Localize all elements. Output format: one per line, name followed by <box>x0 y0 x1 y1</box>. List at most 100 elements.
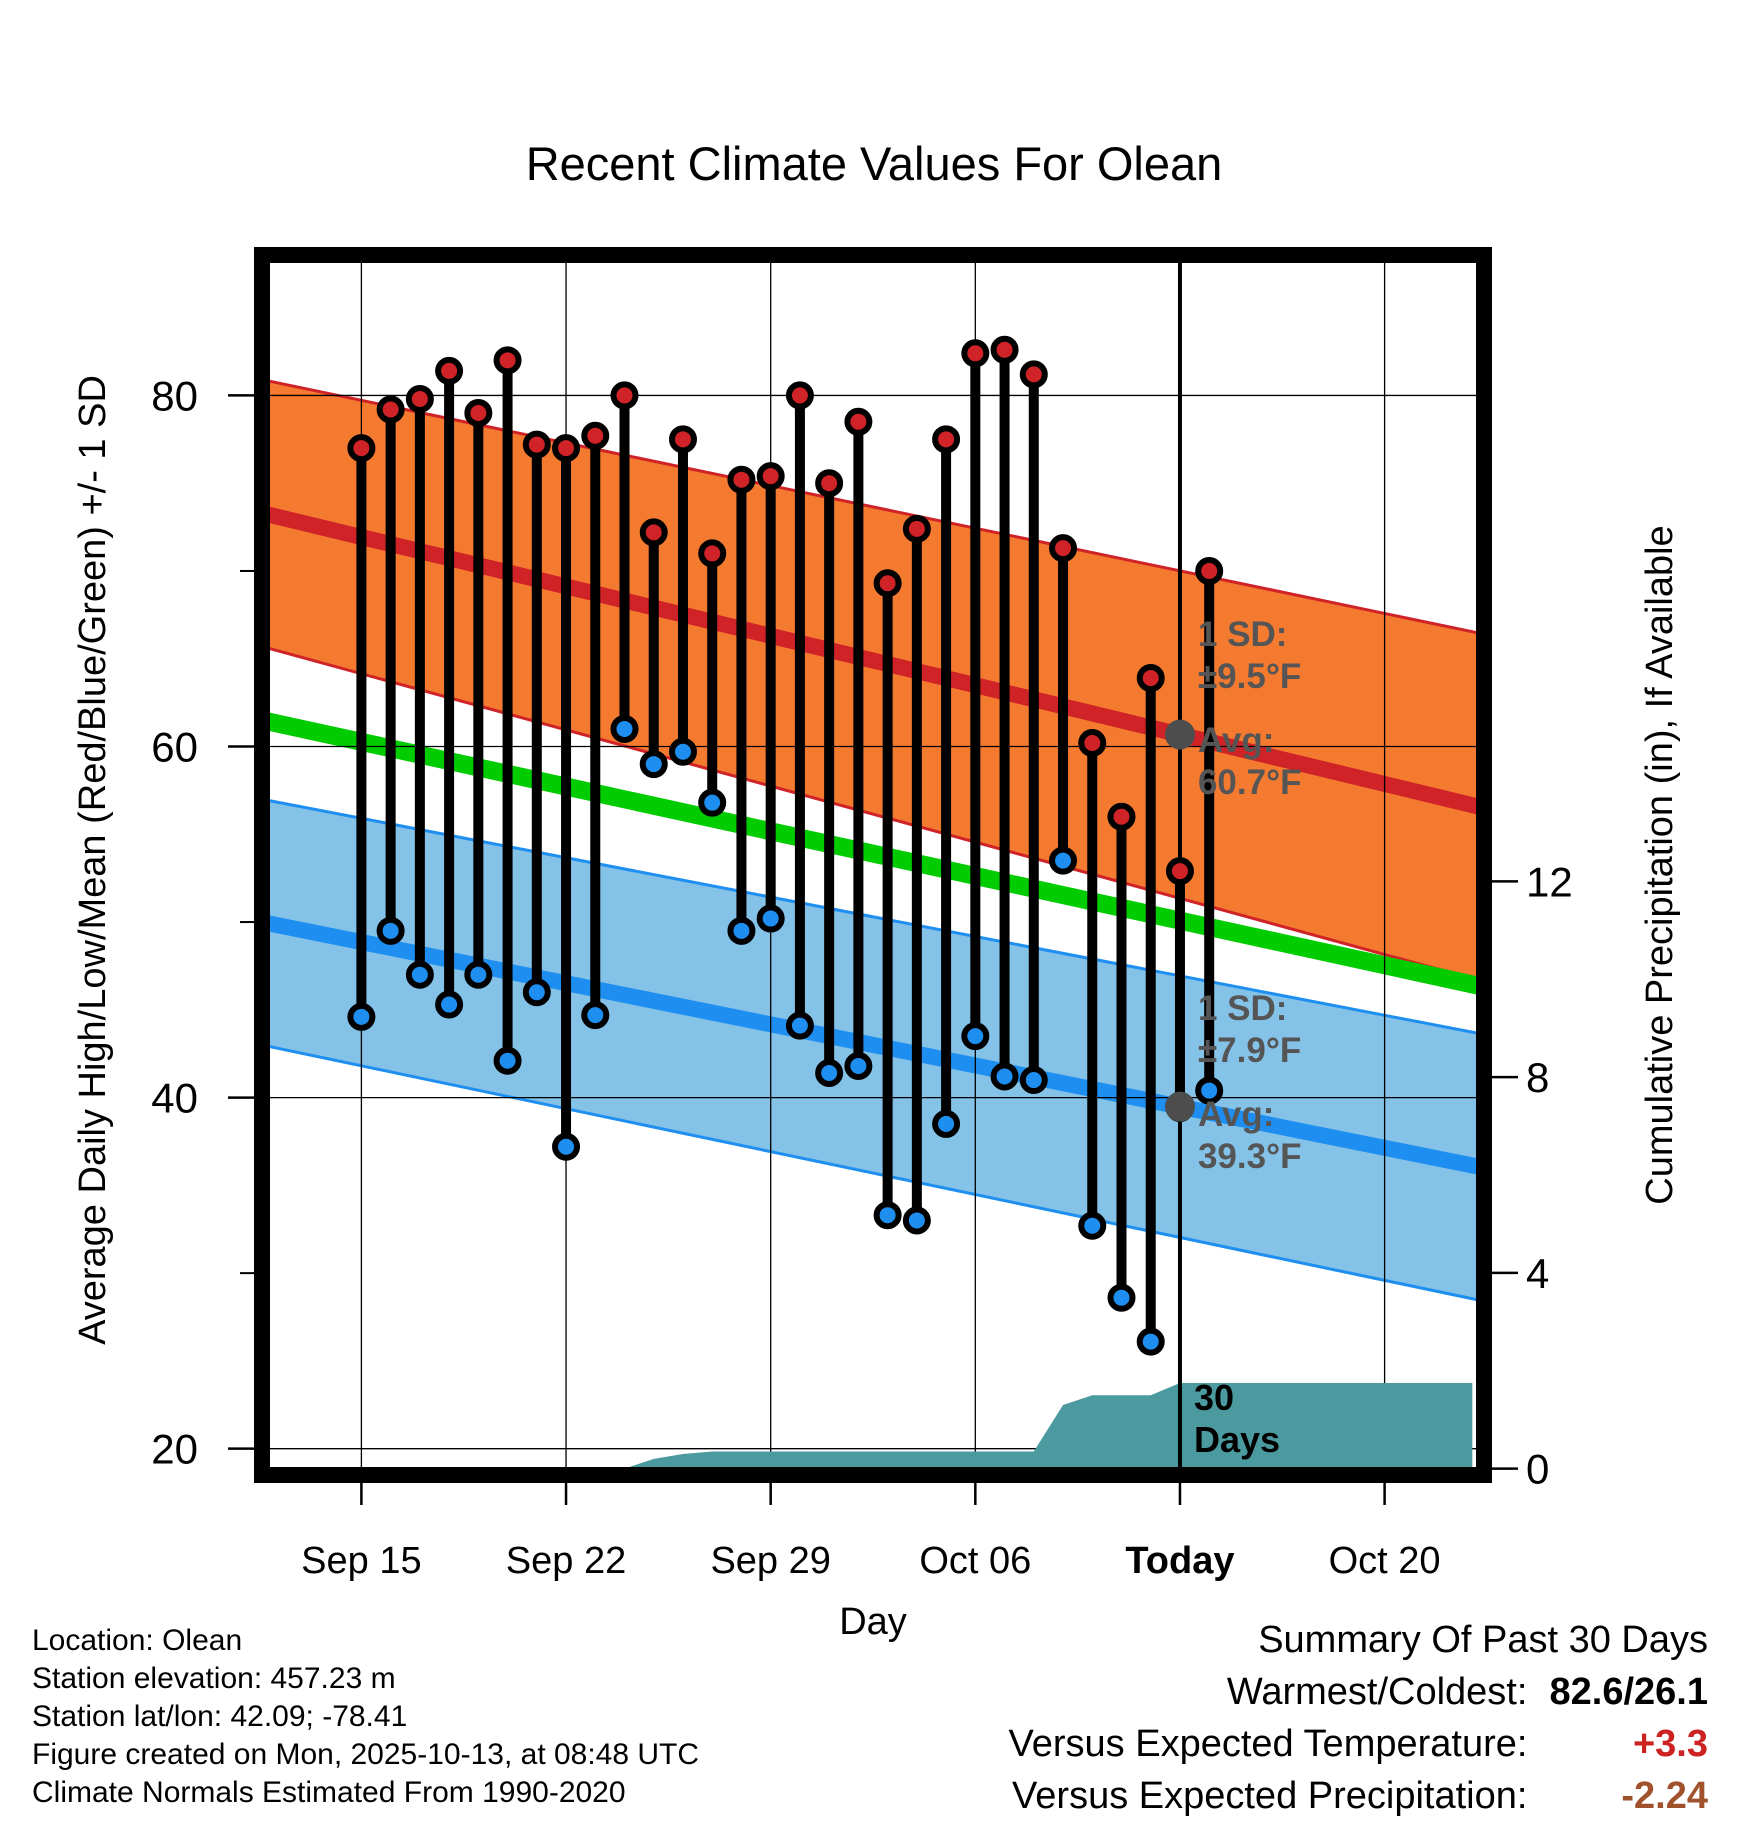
warmest-coldest-value: 82.6/26.1 <box>1549 1671 1708 1713</box>
high-point <box>932 425 961 454</box>
low-point <box>844 1051 873 1080</box>
low-point <box>785 1011 814 1040</box>
high-point <box>990 335 1019 364</box>
station-latlon: Station lat/lon: 42.09; -78.41 <box>32 1700 408 1733</box>
high-point <box>1078 729 1107 757</box>
temp-value: +3.3 <box>1632 1723 1708 1765</box>
y-axis-title: Average Daily High/Low/Mean (Red/Blue/Gr… <box>72 375 114 1345</box>
normal-mean-line <box>262 711 1484 996</box>
high-point <box>435 356 464 385</box>
high-avg-value: 60.7°F <box>1198 763 1302 802</box>
daily-values <box>347 335 1224 1356</box>
high-point <box>902 514 931 543</box>
high-point <box>1165 857 1194 886</box>
high-point <box>756 462 785 491</box>
x-tick-label: Oct 20 <box>1329 1540 1441 1582</box>
y-tick-label: 80 <box>151 372 198 419</box>
high-point <box>961 339 990 368</box>
period-label-days: Days <box>1194 1419 1280 1460</box>
chart-title: Recent Climate Values For Olean <box>526 137 1223 190</box>
today-high-normal-marker <box>1164 719 1195 750</box>
period-label-count: 30 <box>1194 1377 1234 1418</box>
station-elevation: Station elevation: 457.23 m <box>32 1662 396 1695</box>
high-sd-value: ±9.5°F <box>1198 657 1301 696</box>
high-point <box>1107 802 1136 831</box>
low-point <box>1019 1066 1048 1095</box>
low-point <box>1136 1327 1165 1356</box>
low-sd-value: ±7.9°F <box>1198 1031 1301 1070</box>
high-point <box>610 381 639 410</box>
station-location: Location: Olean <box>32 1624 243 1657</box>
x-axis-title: Day <box>839 1601 907 1643</box>
low-point <box>522 978 551 1007</box>
high-point <box>844 407 873 436</box>
summary-title: Summary Of Past 30 Days <box>1258 1619 1708 1661</box>
low-point <box>961 1022 990 1051</box>
y-tick-label: 60 <box>151 724 198 771</box>
summary-panel: Summary Of Past 30 Days Warmest/Coldest:… <box>1009 1614 1708 1822</box>
low-point <box>581 1001 610 1030</box>
x-tick-label: Oct 06 <box>919 1540 1031 1582</box>
high-point <box>1049 534 1078 563</box>
low-point <box>932 1109 961 1138</box>
x-tick-label: Sep 22 <box>506 1540 626 1582</box>
high-point <box>522 430 551 459</box>
low-point <box>1078 1211 1107 1240</box>
precipitation-area <box>361 1382 1473 1469</box>
high-avg-title: Avg: <box>1198 721 1274 760</box>
low-point <box>464 960 493 989</box>
high-point <box>727 465 756 494</box>
low-point <box>639 750 668 779</box>
low-sd-title: 1 SD: <box>1198 989 1287 1028</box>
precip-value: -2.24 <box>1621 1775 1708 1817</box>
low-point <box>435 990 464 1019</box>
high-point <box>376 395 405 424</box>
y2-tick-label: 0 <box>1526 1446 1549 1493</box>
y2-tick-label: 4 <box>1526 1250 1549 1297</box>
low-point <box>727 916 756 945</box>
low-point <box>493 1046 522 1075</box>
axes: 20 40 60 80 0 4 8 12 Sep 15 Sep 22 Sep 29 Oct 06 Tod… <box>151 372 1572 1582</box>
normal-low-line <box>262 914 1484 1176</box>
low-point <box>610 714 639 743</box>
high-point <box>785 381 814 410</box>
high-point <box>1195 556 1224 585</box>
low-point <box>347 1002 376 1031</box>
high-point <box>405 384 434 413</box>
precip-label: Versus Expected Precipitation: <box>1012 1775 1528 1817</box>
station-info: Location: Olean Station elevation: 457.2… <box>32 1622 699 1812</box>
low-point <box>376 916 405 945</box>
low-point <box>873 1201 902 1230</box>
low-point <box>405 960 434 989</box>
x-tick-label: Today <box>1125 1540 1234 1582</box>
summary-warmest-coldest: Warmest/Coldest: 82.6/26.1 <box>1009 1666 1708 1718</box>
low-point <box>552 1132 581 1161</box>
high-point <box>552 434 581 463</box>
low-point <box>756 904 785 933</box>
high-point <box>873 569 902 598</box>
low-point <box>698 788 727 817</box>
low-point <box>990 1062 1019 1091</box>
low-point <box>1107 1283 1136 1312</box>
high-point <box>639 518 668 547</box>
x-tick-label: Sep 15 <box>301 1540 421 1582</box>
low-point <box>1049 846 1078 875</box>
precip-area <box>361 1382 1473 1469</box>
high-point <box>581 421 610 450</box>
high-sd-title: 1 SD: <box>1198 615 1287 654</box>
normal-high-line <box>262 505 1484 816</box>
y2-axis-title: Cumulative Precipitation (in), If Availa… <box>1639 525 1681 1204</box>
high-point <box>347 434 376 463</box>
plot-frame <box>254 247 1492 1483</box>
low-point <box>668 737 697 766</box>
summary-temperature: Versus Expected Temperature: +3.3 <box>1009 1718 1708 1770</box>
warmest-coldest-label: Warmest/Coldest: <box>1226 1671 1528 1713</box>
high-point <box>1019 360 1048 389</box>
high-point <box>464 398 493 427</box>
low-point <box>902 1206 931 1235</box>
y2-tick-label: 8 <box>1526 1054 1549 1101</box>
high-point <box>1136 664 1165 693</box>
high-point <box>698 539 727 568</box>
low-point <box>1195 1076 1224 1105</box>
